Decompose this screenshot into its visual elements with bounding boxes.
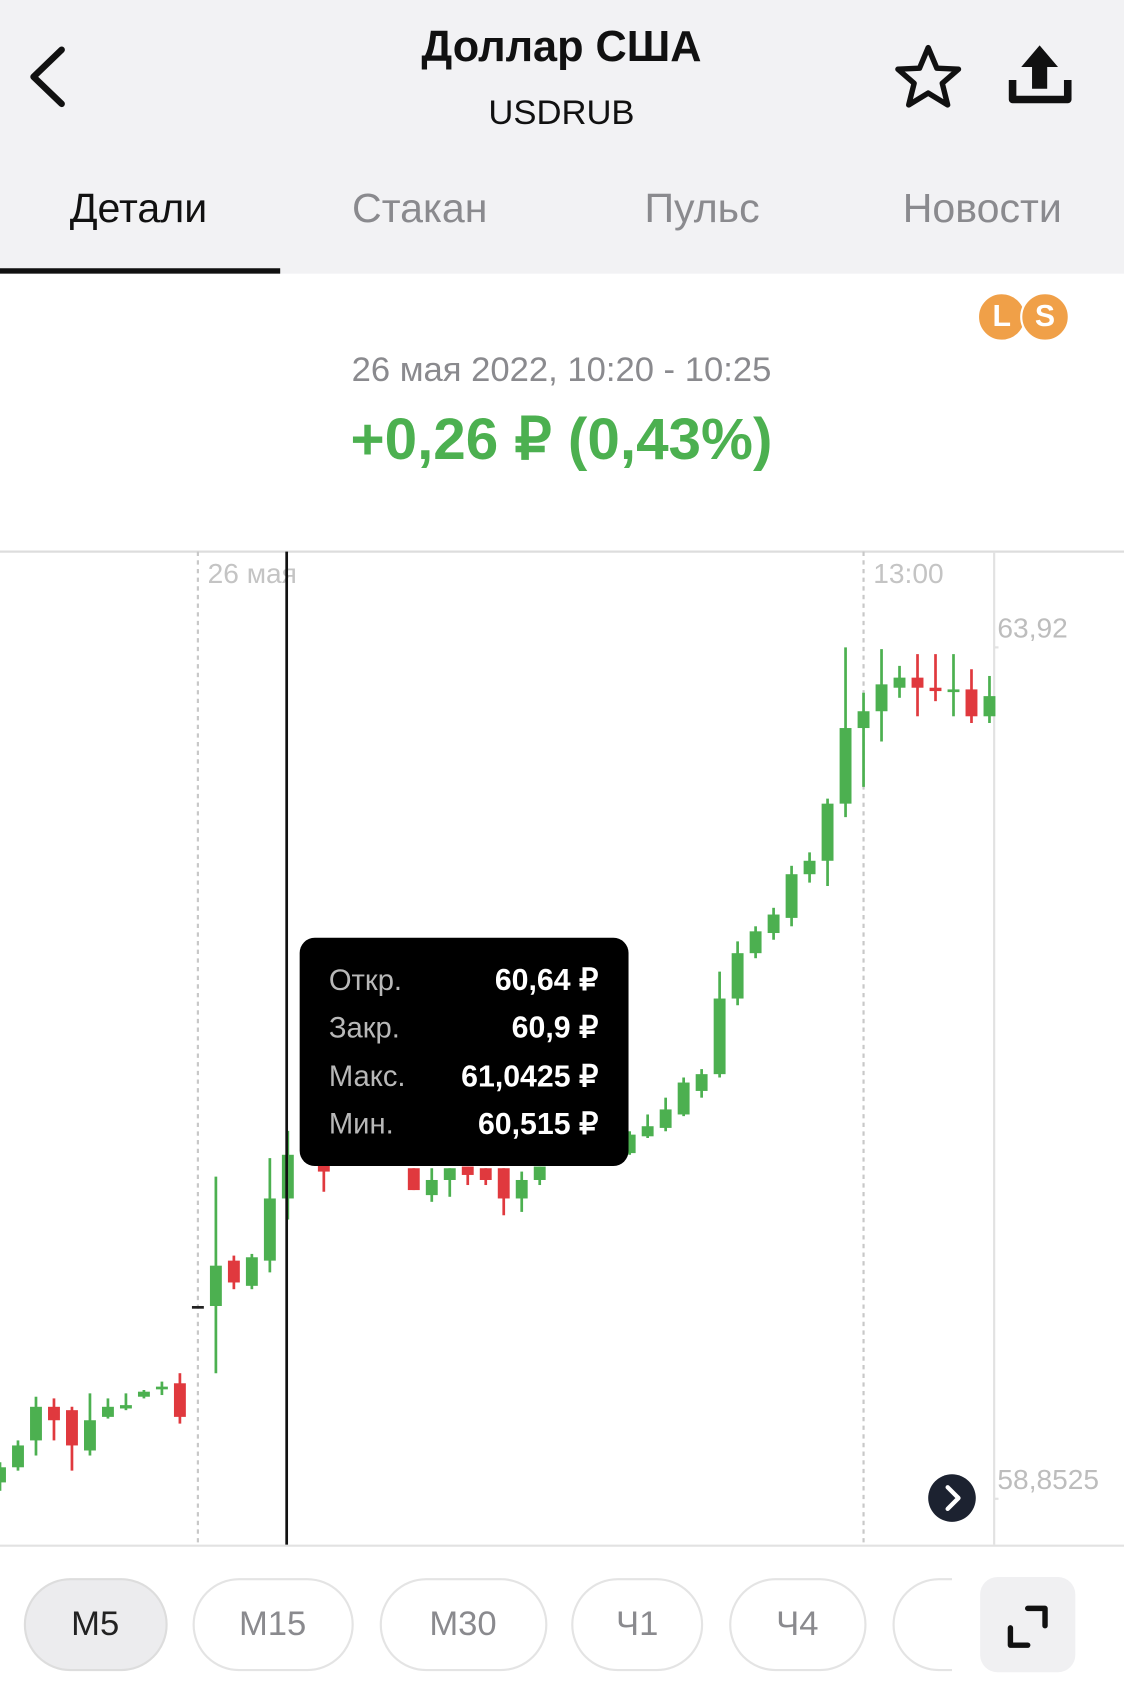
candle-body bbox=[893, 677, 906, 688]
candle-body bbox=[12, 1445, 24, 1468]
candle-body bbox=[173, 1383, 186, 1417]
interval-label: Ч1 bbox=[616, 1605, 658, 1643]
candle-body bbox=[947, 689, 960, 693]
tab[interactable]: Новости bbox=[903, 185, 1062, 231]
x-tick-label: 26 мая bbox=[208, 558, 297, 589]
tab-indicator bbox=[0, 268, 281, 274]
candle-body bbox=[695, 1074, 708, 1091]
candle-body bbox=[461, 1166, 474, 1175]
candle-body bbox=[533, 1166, 546, 1180]
candle-body bbox=[191, 1305, 204, 1309]
interval-button[interactable] bbox=[23, 1578, 168, 1672]
tab[interactable]: Пульс bbox=[645, 185, 760, 231]
candle-body bbox=[623, 1134, 636, 1154]
ticker: USDRUB bbox=[488, 94, 634, 132]
candle-body bbox=[677, 1082, 690, 1115]
candle-body bbox=[875, 684, 888, 712]
candle-body bbox=[821, 803, 834, 861]
tooltip-value: 60,515 ₽ bbox=[478, 1108, 598, 1141]
favorite-button[interactable] bbox=[895, 44, 962, 108]
candle-body bbox=[857, 711, 870, 729]
scroll-circle bbox=[928, 1474, 976, 1522]
plot: 63,92 58,8525 26 мая 13:00 bbox=[0, 551, 1099, 1545]
interval-label: М5 bbox=[71, 1605, 119, 1643]
candle-body bbox=[497, 1168, 510, 1199]
tooltip-label: Откр. bbox=[329, 965, 402, 997]
scroll-chevron bbox=[945, 1485, 961, 1512]
candle-body bbox=[641, 1126, 654, 1137]
fullscreen-button[interactable] bbox=[980, 1577, 1076, 1673]
interval-label: М30 bbox=[429, 1605, 496, 1643]
candle-body bbox=[965, 689, 978, 717]
interval-label: М15 bbox=[239, 1605, 306, 1643]
candle-body bbox=[66, 1410, 78, 1446]
candle-body bbox=[479, 1168, 492, 1180]
tooltip-value: 60,9 ₽ bbox=[512, 1012, 599, 1045]
share-button[interactable] bbox=[1008, 45, 1072, 104]
scroll-latest-button[interactable] bbox=[928, 1474, 976, 1522]
tooltip-label: Мин. bbox=[329, 1109, 394, 1141]
tooltip-value: 60,64 ₽ bbox=[495, 964, 598, 997]
candle-body bbox=[443, 1168, 456, 1180]
candle-body bbox=[929, 687, 942, 692]
candle-body bbox=[209, 1265, 222, 1306]
candle-body bbox=[119, 1405, 132, 1409]
y-tick-label: 63,92 bbox=[997, 613, 1067, 644]
candle-body bbox=[155, 1386, 168, 1390]
fullscreen-icon bbox=[1007, 1605, 1048, 1648]
candle-body bbox=[263, 1198, 276, 1261]
interval-button[interactable] bbox=[379, 1578, 548, 1672]
tooltip-label: Макс. bbox=[329, 1061, 406, 1093]
interval-button[interactable] bbox=[571, 1578, 704, 1672]
interval-button[interactable] bbox=[192, 1578, 354, 1672]
candle-body bbox=[731, 953, 744, 999]
candle-body bbox=[425, 1179, 438, 1196]
share-tray bbox=[1008, 80, 1072, 104]
title: Доллар США bbox=[421, 23, 701, 71]
candle-body bbox=[0, 1467, 6, 1483]
share-arrow bbox=[1021, 45, 1059, 89]
tooltip-bg bbox=[299, 937, 629, 1166]
candle-body bbox=[407, 1168, 420, 1191]
candle-body bbox=[245, 1257, 258, 1286]
x-tick-label: 13:00 bbox=[873, 558, 943, 589]
candle-body bbox=[839, 728, 852, 804]
candle-body bbox=[227, 1260, 240, 1283]
header-bg bbox=[0, 0, 1124, 274]
candle-body bbox=[713, 998, 726, 1075]
candle-body bbox=[983, 696, 996, 717]
period: 26 мая 2022, 10:20 - 10:25 bbox=[352, 351, 772, 389]
candle-body bbox=[911, 677, 924, 688]
y-tick-label: 58,8525 bbox=[997, 1464, 1099, 1495]
candle-body bbox=[659, 1109, 672, 1128]
badge-label: L bbox=[993, 300, 1012, 333]
interval-button[interactable] bbox=[729, 1578, 867, 1672]
candle-body bbox=[137, 1391, 150, 1397]
back-button[interactable] bbox=[30, 46, 65, 108]
candle-body bbox=[101, 1406, 114, 1417]
interval-label: Ч4 bbox=[776, 1605, 818, 1643]
candle-body bbox=[317, 1163, 330, 1172]
candle-body bbox=[48, 1406, 60, 1421]
tooltip-label: Закр. bbox=[329, 1012, 400, 1044]
tab[interactable]: Детали bbox=[70, 185, 207, 231]
candle-body bbox=[785, 874, 798, 918]
candle-body bbox=[749, 931, 762, 954]
change: +0,26 ₽ (0,43%) bbox=[350, 407, 772, 472]
candle-body bbox=[767, 914, 780, 934]
tooltip-value: 61,0425 ₽ bbox=[461, 1060, 598, 1093]
candle-body bbox=[515, 1179, 528, 1199]
tooltip: Откр. Закр. Макс. Мин. 60,64 ₽ 60,9 ₽ 61… bbox=[299, 937, 629, 1166]
candle-body bbox=[84, 1420, 96, 1451]
tab[interactable]: Стакан bbox=[352, 185, 487, 231]
badge bbox=[1020, 292, 1070, 342]
badge-label: S bbox=[1035, 300, 1055, 333]
candle-body bbox=[803, 860, 816, 875]
candle-body bbox=[30, 1406, 42, 1441]
